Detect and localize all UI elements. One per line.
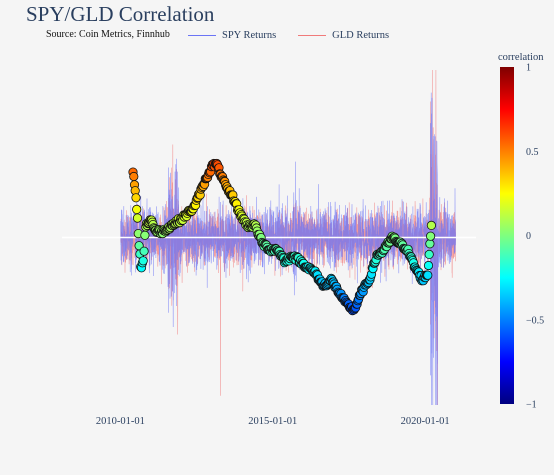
legend-label-gld: GLD Returns <box>332 30 390 41</box>
legend-swatch-gld <box>298 35 327 36</box>
legend-swatch-spy <box>188 35 216 36</box>
legend-label-spy: SPY Returns <box>222 30 277 41</box>
markers-layer <box>128 158 436 316</box>
correlation-marker <box>132 204 142 214</box>
correlation-marker <box>140 230 150 240</box>
correlation-marker <box>138 256 148 266</box>
correlation-marker <box>423 270 433 280</box>
colorbar: 1 0.5 0 −0.5 −1 <box>500 63 544 411</box>
correlation-marker <box>423 260 434 271</box>
correlation-marker <box>131 193 141 203</box>
correlation-marker <box>129 171 139 182</box>
colorbar-tick-label: −0.5 <box>526 315 544 326</box>
correlation-marker <box>424 249 434 259</box>
colorbar-tick-label: 0.5 <box>526 147 539 158</box>
x-axis: 2010-01-01 2015-01-01 2020-01-01 <box>96 416 450 427</box>
correlation-marker <box>426 220 436 230</box>
chart-title: SPY/GLD Correlation <box>26 2 215 26</box>
correlation-marker <box>425 239 435 249</box>
correlation-marker <box>139 246 149 256</box>
colorbar-tick-label: 0 <box>526 231 531 242</box>
legend-entry-spy[interactable]: SPY Returns <box>188 30 276 41</box>
x-tick-label: 2010-01-01 <box>96 416 145 427</box>
legend: SPY Returns GLD Returns <box>188 30 389 41</box>
colorbar-gradient <box>500 67 514 404</box>
x-tick-label: 2015-01-01 <box>248 416 297 427</box>
legend-entry-gld[interactable]: GLD Returns <box>298 30 389 41</box>
correlation-marker <box>425 231 436 241</box>
correlation-marker <box>132 213 143 223</box>
colorbar-tick-label: 1 <box>526 63 531 74</box>
chart-subtitle: Source: Coin Metrics, Finnhub <box>46 29 170 40</box>
colorbar-title: correlation <box>498 52 544 63</box>
colorbar-tick-label: −1 <box>526 400 537 411</box>
x-tick-label: 2020-01-01 <box>401 416 450 427</box>
